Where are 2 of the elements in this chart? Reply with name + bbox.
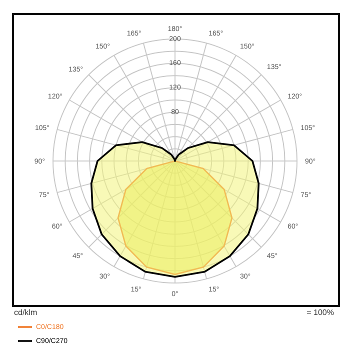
text: = 100% [306,308,334,317]
text: cd/klm [14,308,38,317]
